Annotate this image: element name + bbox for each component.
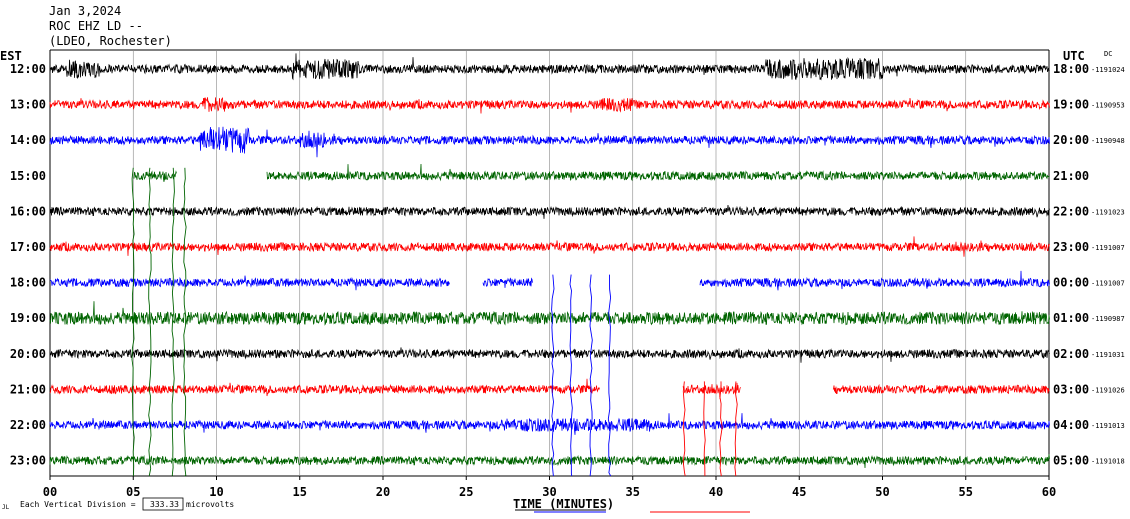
utc-time-label: 04:00	[1053, 418, 1089, 432]
utc-label: UTC	[1063, 49, 1085, 63]
spike-group	[131, 167, 738, 477]
trace-line	[49, 270, 1050, 291]
scale-prefix: Each Vertical Division =	[20, 500, 136, 509]
x-axis-title: TIME (MINUTES)	[513, 497, 614, 511]
dc-offset-label: -1191026	[1091, 386, 1125, 394]
utc-time-label: 23:00	[1053, 240, 1089, 254]
trace-line	[49, 236, 1050, 257]
dc-offset-label: -1190987	[1091, 315, 1125, 323]
date-label: Jan 3,2024	[49, 4, 121, 18]
est-time-label: 15:00	[10, 169, 46, 183]
scale-units: microvolts	[186, 500, 234, 509]
x-tick-label: 35	[626, 485, 640, 499]
scale-value: 333.33	[150, 500, 179, 509]
x-tick-label: 30	[542, 485, 556, 499]
spike-line	[734, 381, 738, 477]
trace-line	[133, 163, 1050, 182]
spike-line	[569, 274, 573, 477]
trace-line	[49, 301, 1050, 326]
est-time-label: 21:00	[10, 382, 46, 396]
utc-time-label: 02:00	[1053, 347, 1089, 361]
spike-line	[682, 381, 686, 477]
spike-line	[551, 274, 555, 477]
x-axis-ticks: 00 05 10 15 20 25 30 35 40 45 50 55 60	[43, 476, 1056, 499]
dc-offset-label: -1190953	[1091, 102, 1125, 110]
dc-offset-label: -1191007	[1091, 244, 1125, 252]
spike-line	[148, 167, 152, 477]
utc-time-label: 03:00	[1053, 382, 1089, 396]
dc-offset-label: -1191031	[1091, 351, 1125, 359]
dc-offset-label: -1190948	[1091, 137, 1125, 145]
trace-line	[49, 413, 1050, 435]
x-tick-label: 60	[1042, 485, 1056, 499]
trace-line	[49, 454, 1050, 469]
utc-time-label: 21:00	[1053, 169, 1089, 183]
trace-line	[49, 97, 1050, 114]
dc-offset-label: -1191024	[1091, 66, 1125, 74]
dc-offset-label: -1191018	[1091, 458, 1125, 466]
est-time-label: 13:00	[10, 98, 46, 112]
utc-time-label: 18:00	[1053, 62, 1089, 76]
utc-time-label: 05:00	[1053, 454, 1089, 468]
x-tick-label: 40	[709, 485, 723, 499]
utc-time-label: 00:00	[1053, 276, 1089, 290]
trace-line	[49, 204, 1050, 219]
dc-label: DC	[1104, 50, 1112, 58]
utc-time-label: 01:00	[1053, 311, 1089, 325]
spike-line	[719, 381, 723, 477]
x-tick-label: 55	[959, 485, 973, 499]
x-tick-label: 20	[376, 485, 390, 499]
x-tick-label: 10	[209, 485, 223, 499]
station-label: ROC EHZ LD --	[49, 19, 143, 33]
x-tick-label: 45	[792, 485, 806, 499]
est-label: EST	[0, 49, 22, 63]
corner-mark: JL	[2, 504, 10, 511]
trace-line	[49, 347, 1050, 363]
spike-line	[589, 274, 593, 477]
location-label: (LDEO, Rochester)	[49, 34, 172, 48]
trace-line	[49, 53, 1050, 81]
x-tick-label: 50	[875, 485, 889, 499]
spike-line	[607, 274, 612, 477]
est-time-label: 22:00	[10, 418, 46, 432]
spike-line	[183, 167, 187, 477]
spike-line	[131, 167, 135, 477]
est-time-label: 20:00	[10, 347, 46, 361]
dc-offset-label: -1191007	[1091, 280, 1125, 288]
trace-line	[49, 126, 1050, 158]
dc-offset-label: -1191023	[1091, 208, 1125, 216]
est-time-label: 17:00	[10, 240, 46, 254]
dc-offset-label: -1191013	[1091, 422, 1125, 430]
utc-time-label: 19:00	[1053, 98, 1089, 112]
x-tick-label: 00	[43, 485, 57, 499]
est-time-label: 12:00	[10, 62, 46, 76]
spike-line	[171, 167, 175, 477]
trace-line	[49, 378, 1050, 400]
vertical-gridlines	[49, 50, 1050, 476]
x-tick-label: 05	[126, 485, 140, 499]
x-tick-label: 25	[459, 485, 473, 499]
est-time-label: 19:00	[10, 311, 46, 325]
est-time-label: 18:00	[10, 276, 46, 290]
spike-line	[703, 381, 706, 477]
x-tick-label: 15	[293, 485, 307, 499]
scale-box	[142, 497, 184, 511]
est-time-label: 14:00	[10, 133, 46, 147]
utc-time-label: 20:00	[1053, 133, 1089, 147]
est-time-label: 16:00	[10, 204, 46, 218]
trace-group	[49, 53, 1050, 469]
est-time-label: 23:00	[10, 454, 46, 468]
utc-time-label: 22:00	[1053, 204, 1089, 218]
